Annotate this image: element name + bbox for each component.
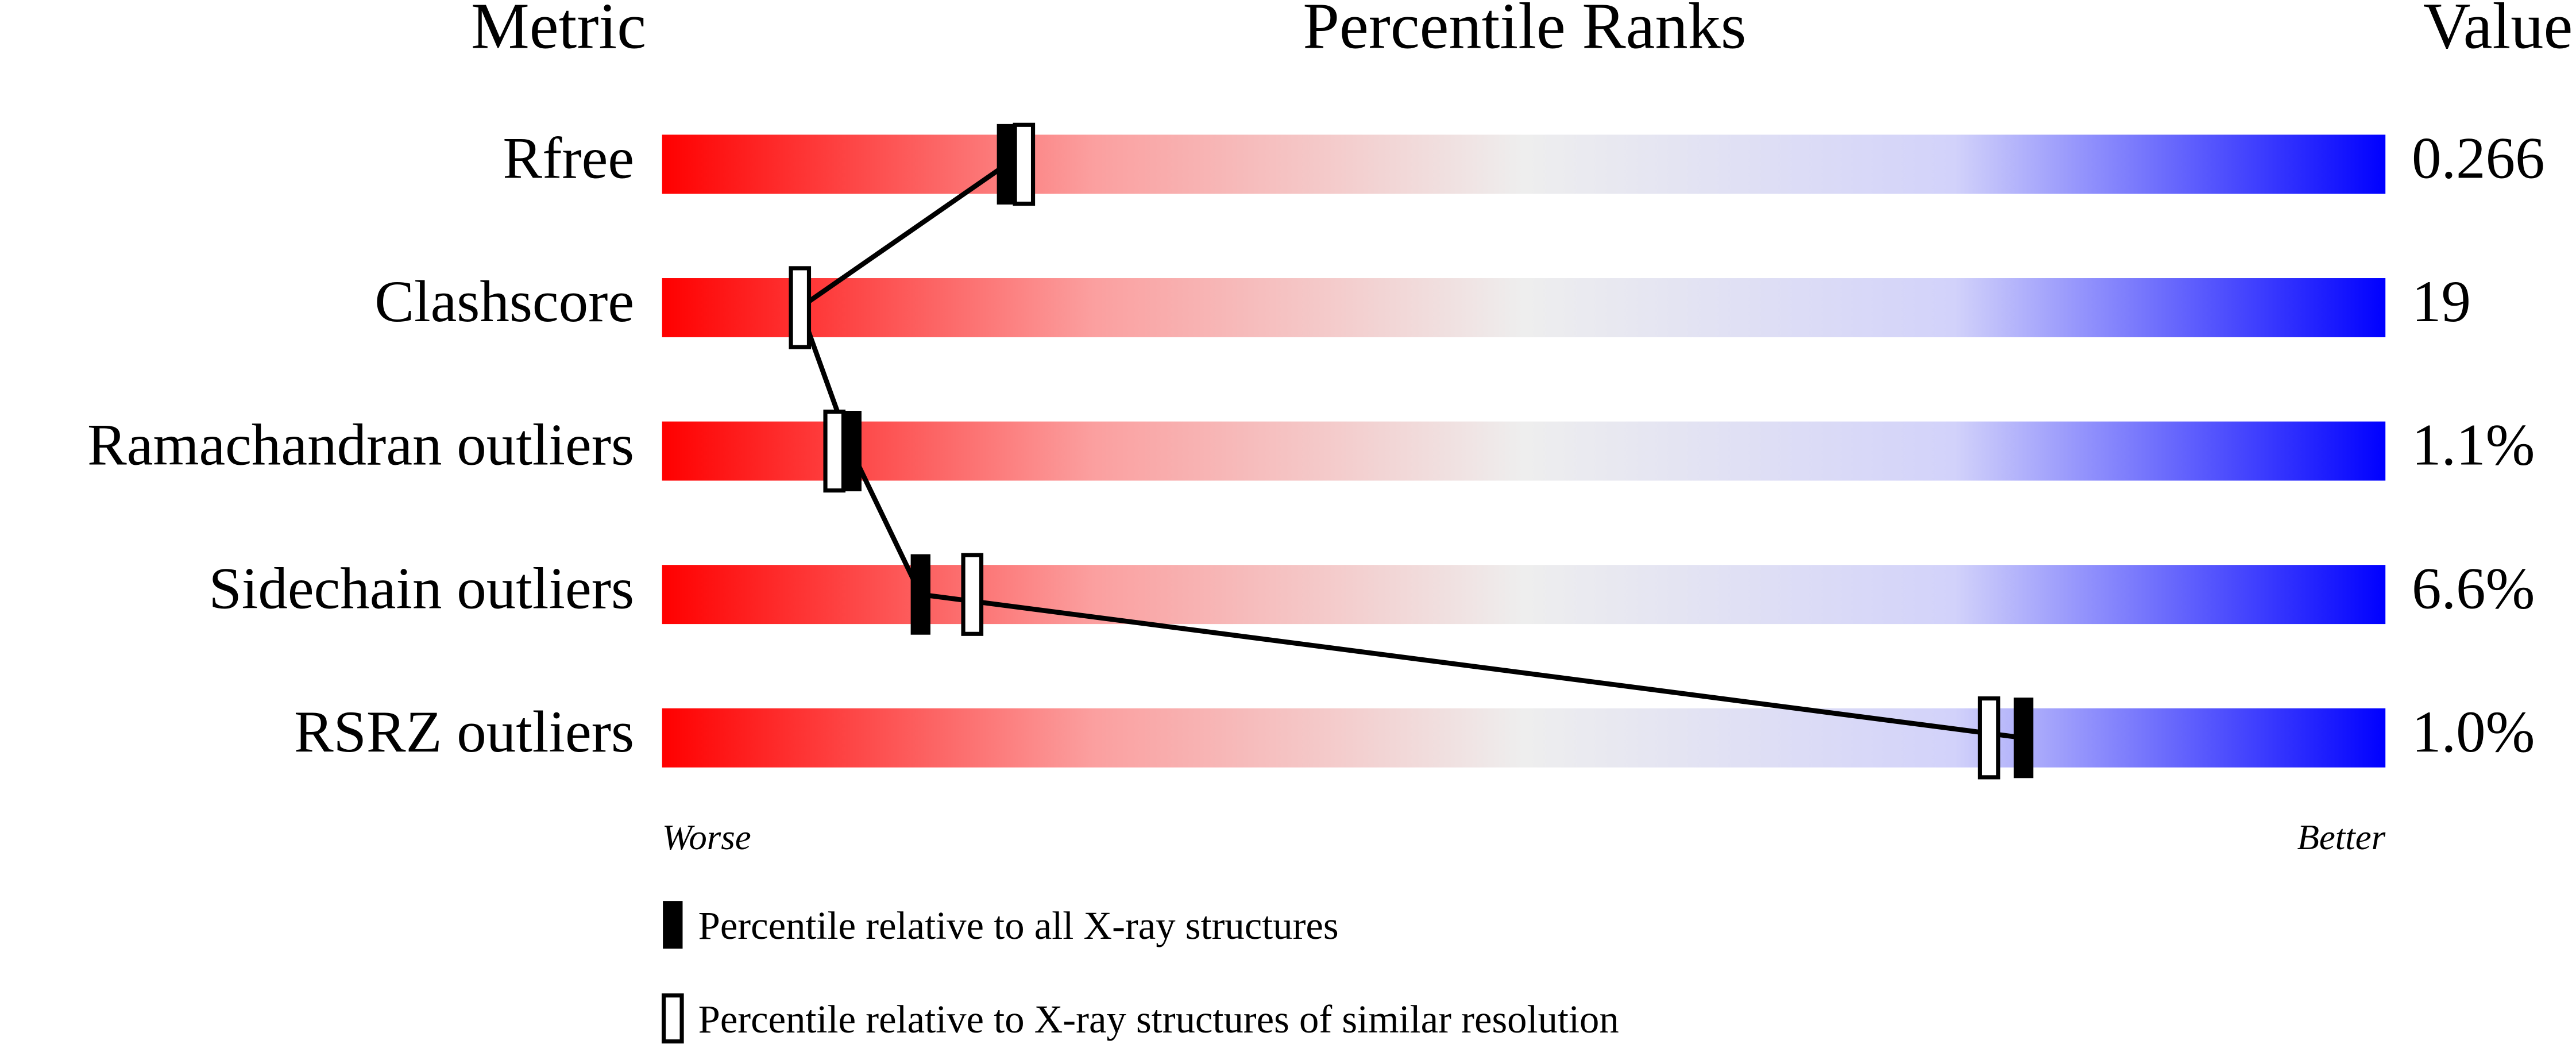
legend-swatch-filled xyxy=(663,901,683,949)
marker-filled xyxy=(841,411,862,492)
marker-open xyxy=(1978,696,2000,780)
percentile-bar xyxy=(662,278,2386,337)
marker-open xyxy=(961,553,984,636)
marker-open xyxy=(823,409,846,493)
marker-filled xyxy=(2013,698,2034,779)
legend-label: Percentile relative to all X-ray structu… xyxy=(698,904,1339,947)
markers xyxy=(789,122,2034,780)
marker-open xyxy=(1013,122,1036,206)
metric-value: 6.6% xyxy=(2412,556,2535,621)
percentile-bar xyxy=(662,708,2386,768)
percentile-bar xyxy=(662,134,2386,194)
value-header: Value xyxy=(2423,0,2573,62)
metric-header: Metric xyxy=(471,0,646,62)
metric-value: 0.266 xyxy=(2412,126,2545,191)
bars: Rfree 0.266 Clashscore 19 Ramachandran outli… xyxy=(87,126,2545,768)
legend: Percentile relative to all X-ray structu… xyxy=(661,901,1619,1044)
metric-label: RSRZ outliers xyxy=(294,699,634,765)
legend-label: Percentile relative to X-ray structures … xyxy=(698,997,1619,1041)
metric-label: Rfree xyxy=(503,126,634,191)
marker-open xyxy=(789,266,812,349)
chart-title: Percentile Ranks xyxy=(1303,0,1746,62)
metric-value: 1.0% xyxy=(2412,699,2535,765)
metric-label: Clashscore xyxy=(374,269,634,334)
metric-label: Ramachandran outliers xyxy=(87,413,634,478)
worse-label: Worse xyxy=(662,817,751,857)
marker-filled xyxy=(997,124,1017,205)
better-label: Better xyxy=(2297,817,2385,857)
metric-value: 19 xyxy=(2412,269,2471,334)
metric-label: Sidechain outliers xyxy=(208,556,634,621)
marker-filled xyxy=(910,554,930,635)
percentile-bar xyxy=(662,421,2386,481)
metric-value: 1.1% xyxy=(2412,413,2535,478)
legend-swatch-open xyxy=(661,993,684,1044)
percentile-bar xyxy=(662,565,2386,625)
